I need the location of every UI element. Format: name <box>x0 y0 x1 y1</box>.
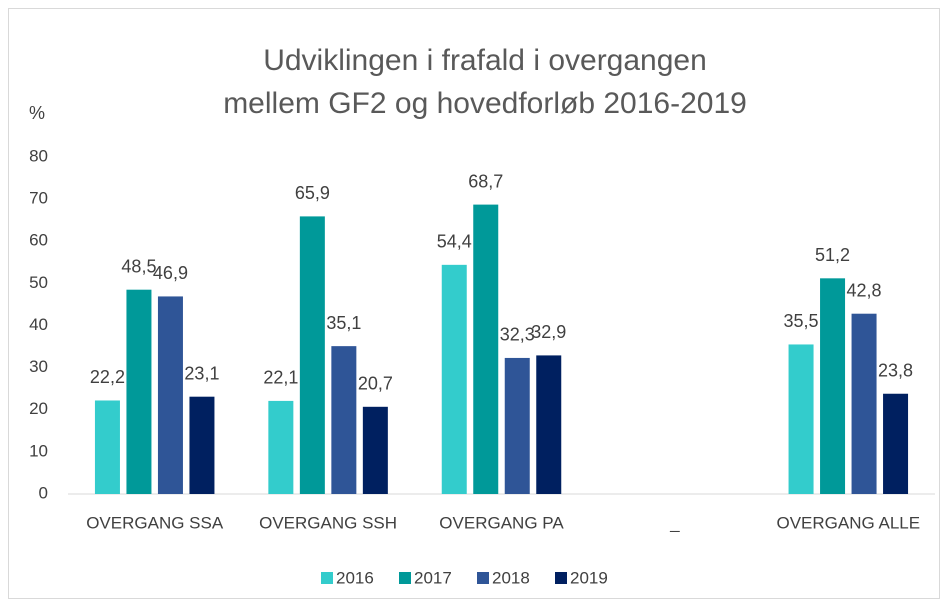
legend-swatch <box>477 572 489 584</box>
bar <box>441 264 467 494</box>
y-tick-label: 30 <box>29 357 48 376</box>
y-tick-label: 70 <box>29 189 48 208</box>
x-tick-label: OVERGANG ALLE <box>776 513 920 532</box>
value-label: 22,1 <box>263 368 298 388</box>
legend-label: 2017 <box>414 568 452 587</box>
y-tick-label: 10 <box>29 441 48 460</box>
bar <box>883 393 909 494</box>
legend-label: 2019 <box>570 568 608 587</box>
bar <box>536 355 562 494</box>
value-label: 23,8 <box>878 360 913 380</box>
value-label: 48,5 <box>121 256 156 276</box>
x-tick-label: OVERGANG SSH <box>259 513 397 532</box>
legend-label: 2018 <box>492 568 530 587</box>
value-label: 35,5 <box>784 311 819 331</box>
legend-label: 2016 <box>336 568 374 587</box>
legend-swatch <box>555 572 567 584</box>
bar <box>126 289 152 494</box>
bar <box>157 296 183 494</box>
value-label: 65,9 <box>295 183 330 203</box>
y-tick-label: 60 <box>29 231 48 250</box>
value-label: 35,1 <box>326 313 361 333</box>
y-tick-label: 0 <box>39 483 48 502</box>
legend-swatch <box>321 572 333 584</box>
bar <box>268 400 294 494</box>
value-label: 54,4 <box>437 232 472 252</box>
bar <box>473 204 499 494</box>
legend-swatch <box>399 572 411 584</box>
bar <box>851 313 877 494</box>
y-tick-label: 80 <box>29 146 48 165</box>
bar <box>299 216 325 495</box>
x-tick-label: OVERGANG SSA <box>86 513 224 532</box>
value-label: 22,2 <box>90 367 125 387</box>
value-label: 20,7 <box>358 374 393 394</box>
value-label: 51,2 <box>815 245 850 265</box>
y-axis-label: % <box>29 103 45 123</box>
chart-title: mellem GF2 og hovedforløb 2016-2019 <box>223 87 747 120</box>
value-label: 68,7 <box>468 171 503 191</box>
bar <box>788 344 814 494</box>
bar <box>331 346 357 494</box>
y-tick-label: 20 <box>29 399 48 418</box>
bar <box>94 400 120 494</box>
y-tick-label: 40 <box>29 315 48 334</box>
value-label: 32,9 <box>531 322 566 342</box>
bar <box>504 357 530 494</box>
value-label: 32,3 <box>500 325 535 345</box>
chart-title: Udviklingen i frafald i overgangen <box>263 44 707 77</box>
value-label: 42,8 <box>847 280 882 300</box>
bar <box>362 406 388 494</box>
x-tick-label: OVERGANG PA <box>439 513 564 532</box>
y-tick-label: 50 <box>29 273 48 292</box>
bar <box>189 396 215 494</box>
value-label: 46,9 <box>153 263 188 283</box>
x-tick-label: _ <box>669 513 680 532</box>
value-label: 23,1 <box>184 363 219 383</box>
bar <box>820 278 846 494</box>
